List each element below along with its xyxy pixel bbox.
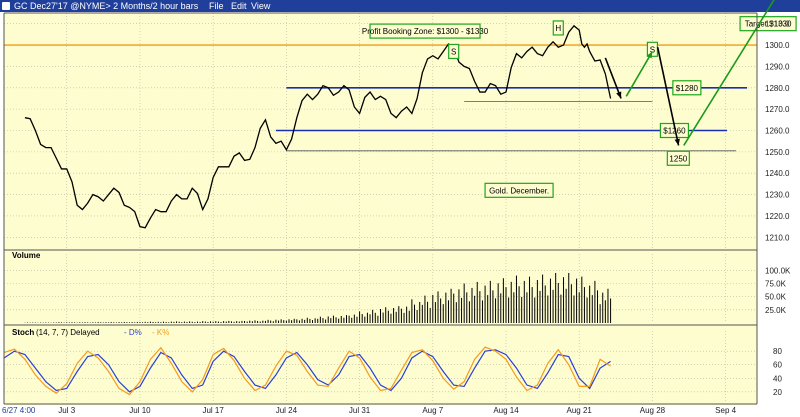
x-tick-label: Aug 21 [567, 406, 593, 415]
y-tick-label: 1270.0 [765, 105, 790, 114]
stoch-tick-label: 20 [773, 388, 782, 397]
stoch-tick-label: 60 [773, 361, 782, 370]
price-line [24, 24, 612, 229]
stoch-k-legend: - K% [152, 328, 169, 337]
stoch-title: Stoch [12, 328, 34, 337]
projection-arrow-1 [625, 51, 654, 97]
y-tick-label: 1220.0 [765, 212, 790, 221]
stoch-k-line [3, 346, 611, 396]
volume-title: Volume [12, 251, 41, 260]
y-tick-label: 1240.0 [765, 169, 790, 178]
y-tick-label: 1230.0 [765, 191, 790, 200]
app-icon [2, 2, 10, 10]
x-tick-label: Aug 14 [493, 406, 519, 415]
price-series [24, 24, 612, 229]
menu-view[interactable]: View [251, 1, 271, 11]
x-tick-label: Aug 7 [422, 406, 443, 415]
x-tick-label: 6/27 4:00 [2, 406, 36, 415]
chart-title-label: Gold. December. [484, 182, 554, 198]
target-label-text: Target $1330 [745, 20, 792, 29]
stoch-params: (14, 7, 7) Delayed [36, 328, 100, 337]
axes: 6/27 4:00 Jul 3 Jul 10 Jul 17 Jul 24 Jul 31 Au… [2, 12, 791, 415]
pattern-label-0-text: S [451, 47, 456, 56]
x-tick-label: Jul 3 [58, 406, 75, 415]
x-tick-label: Jul 10 [129, 406, 151, 415]
label-1250-text: 1250 [669, 154, 687, 163]
chart-title-label-text: Gold. December. [489, 186, 549, 195]
projection-arrow-1-head [646, 51, 653, 59]
projection-arrow-3 [683, 0, 775, 146]
annotations: Profit Booking Zone: $1300 - $1330$1280$… [362, 0, 797, 198]
projection-arrow-2 [656, 47, 680, 146]
y-tick-label: 1290.0 [765, 62, 790, 71]
title-bar: GC Dec27'17 @NYME> 2 Months/2 hour bars … [0, 0, 800, 12]
volume-tick-label: 50.0K [765, 293, 787, 302]
projection-arrow-0 [604, 57, 622, 99]
target-label-box [739, 16, 797, 32]
menu-edit[interactable]: Edit [231, 1, 247, 11]
label-1250: 1250 [666, 150, 690, 166]
y-tick-label: 1300.0 [765, 41, 790, 50]
stoch-d-line [3, 349, 611, 393]
x-tick-label: Jul 24 [276, 406, 298, 415]
x-tick-label: Sep 4 [715, 406, 736, 415]
x-tick-label: Jul 17 [202, 406, 224, 415]
stoch-tick-label: 40 [773, 374, 782, 383]
x-tick-label: Jul 31 [349, 406, 371, 415]
y-tick-label: 1260.0 [765, 127, 790, 136]
pattern-label-0: S [448, 43, 460, 60]
label-1280-box [672, 80, 702, 96]
y-tick-label: 1210.0 [765, 233, 790, 242]
price-levels [4, 44, 757, 152]
label-1280-text: $1280 [676, 84, 699, 93]
menu-file[interactable]: File [209, 1, 224, 11]
pattern-label-1-box [552, 20, 564, 36]
chart-title-label-box [484, 182, 554, 198]
pattern-label-2-text: S [650, 45, 655, 54]
window-title: GC Dec27'17 @NYME> 2 Months/2 hour bars [14, 1, 199, 11]
label-1250-box [666, 150, 690, 166]
y-tick-label: 1250.0 [765, 148, 790, 157]
stoch-d-legend: - D% [124, 328, 142, 337]
profit-zone-label: Profit Booking Zone: $1300 - $1330 [362, 23, 489, 39]
volume-panel [24, 272, 612, 323]
pattern-label-1: H [552, 20, 564, 36]
y-tick-label: 1280.0 [765, 84, 790, 93]
target-label: Target $1330 [739, 16, 797, 32]
pattern-label-1-text: H [555, 24, 561, 33]
profit-zone-label-box [369, 23, 481, 39]
projection-arrow-0-head [616, 91, 622, 99]
plot-background [4, 13, 757, 405]
y-tick-label: 1310.0 [765, 20, 790, 29]
projection-arrow-2-head [674, 138, 680, 146]
stochastic-panel [3, 346, 611, 396]
volume-tick-label: 100.0K [765, 266, 791, 275]
volume-tick-label: 75.0K [765, 279, 787, 288]
pattern-label-0-box [448, 43, 460, 60]
label-1280: $1280 [672, 80, 702, 96]
profit-zone-label-text: Profit Booking Zone: $1300 - $1330 [362, 27, 489, 36]
stoch-tick-label: 80 [773, 347, 782, 356]
x-tick-label: Aug 28 [640, 406, 666, 415]
volume-tick-label: 25.0K [765, 306, 787, 315]
